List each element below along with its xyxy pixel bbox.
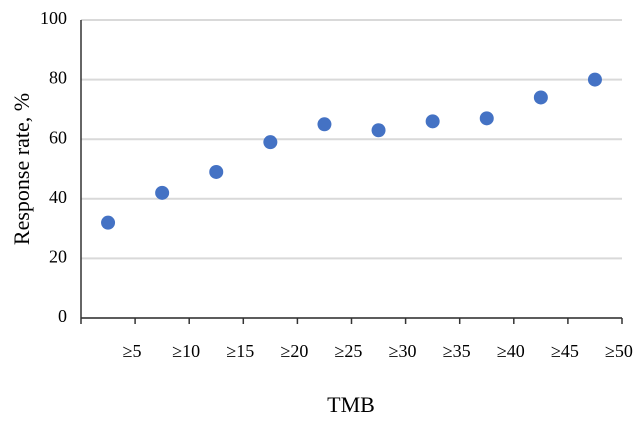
y-tick-label: 40	[49, 187, 67, 207]
x-tick-label: ≥15	[226, 341, 254, 361]
point	[533, 90, 548, 105]
x-axis-title: TMB	[327, 392, 375, 417]
y-tick-label: 100	[40, 8, 67, 28]
y-tick-label: 80	[49, 68, 67, 88]
x-tick-label: ≥25	[335, 341, 363, 361]
y-axis-title: Response rate, %	[9, 93, 34, 245]
point	[587, 72, 602, 87]
point	[209, 164, 224, 179]
point	[155, 185, 170, 200]
x-tick-label: ≥20	[280, 341, 308, 361]
point	[317, 117, 332, 132]
point	[479, 111, 494, 126]
x-tick-label: ≥50	[605, 341, 633, 361]
x-tick-label: ≥10	[172, 341, 200, 361]
x-tick-label: ≥30	[389, 341, 417, 361]
x-tick-label: ≥40	[497, 341, 525, 361]
y-tick-label: 60	[49, 127, 67, 147]
point	[263, 135, 278, 150]
x-tick-label: ≥35	[443, 341, 471, 361]
point	[101, 215, 116, 230]
y-tick-label: 0	[58, 306, 67, 326]
point	[425, 114, 440, 129]
y-tick-label: 20	[49, 247, 67, 267]
point	[371, 123, 386, 138]
x-tick-label: ≥5	[123, 341, 142, 361]
x-tick-label: ≥45	[551, 341, 579, 361]
